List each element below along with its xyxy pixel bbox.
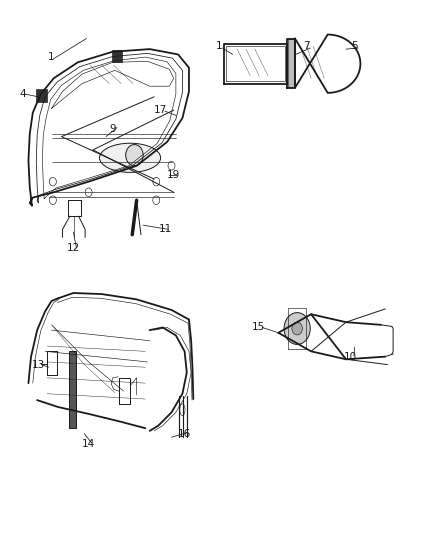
Circle shape: [49, 196, 56, 205]
Polygon shape: [69, 351, 76, 428]
Circle shape: [49, 177, 56, 186]
Text: 17: 17: [154, 105, 167, 115]
Circle shape: [85, 188, 92, 197]
Circle shape: [125, 144, 143, 166]
Text: 16: 16: [177, 429, 191, 439]
Text: 4: 4: [19, 89, 25, 99]
FancyBboxPatch shape: [36, 90, 47, 102]
Polygon shape: [287, 39, 294, 87]
Circle shape: [291, 322, 302, 335]
FancyBboxPatch shape: [112, 50, 122, 62]
Ellipse shape: [180, 404, 184, 416]
Text: 13: 13: [32, 360, 45, 369]
Circle shape: [152, 177, 159, 186]
Text: 5: 5: [350, 42, 357, 52]
Text: 12: 12: [67, 243, 80, 253]
Text: 11: 11: [158, 224, 171, 235]
Text: 19: 19: [167, 171, 180, 180]
Text: 14: 14: [82, 439, 95, 449]
Ellipse shape: [99, 143, 160, 172]
Text: 1: 1: [48, 52, 55, 62]
Text: 1: 1: [215, 42, 223, 52]
Circle shape: [283, 313, 310, 344]
Text: 10: 10: [343, 352, 356, 361]
Text: 15: 15: [251, 322, 265, 333]
Circle shape: [152, 196, 159, 205]
Text: 7: 7: [303, 42, 309, 52]
Circle shape: [168, 161, 175, 170]
Text: 9: 9: [109, 124, 116, 134]
